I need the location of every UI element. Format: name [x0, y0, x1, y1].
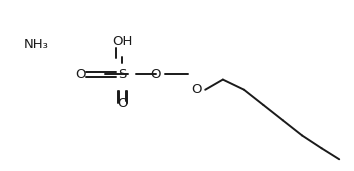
Text: NH₃: NH₃ [24, 38, 48, 51]
Text: O: O [75, 68, 85, 81]
Text: OH: OH [112, 35, 132, 48]
Text: O: O [150, 68, 161, 81]
Text: O: O [191, 83, 202, 96]
Text: S: S [118, 68, 126, 81]
Text: O: O [117, 97, 127, 110]
